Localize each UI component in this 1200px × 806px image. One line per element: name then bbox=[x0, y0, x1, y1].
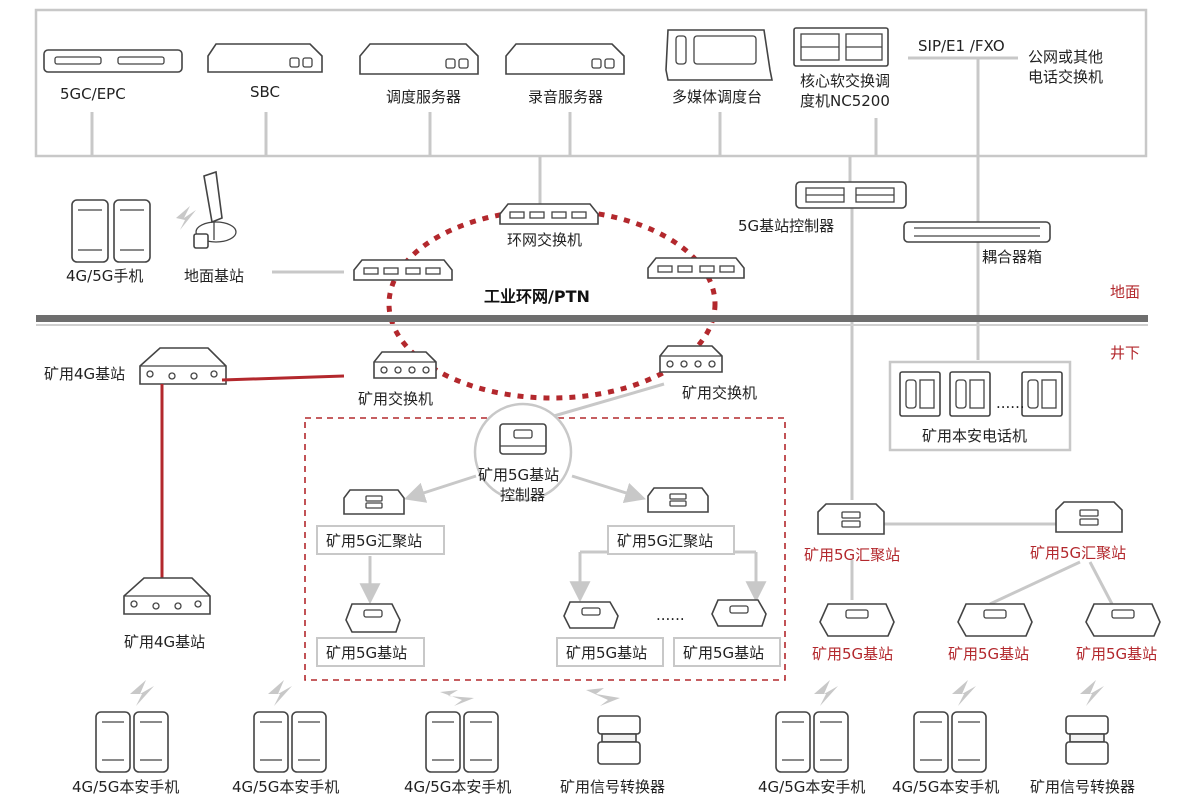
label-safety-phones-5: 4G/5G本安手机 bbox=[892, 778, 999, 796]
label-mine-switch-left: 矿用交换机 bbox=[358, 390, 433, 408]
label-zone-underground: 井下 bbox=[1110, 344, 1140, 362]
signal-converter-1-icon bbox=[597, 715, 641, 765]
mine-5g-hub-left-box bbox=[316, 525, 445, 555]
mine-5g-bs-right2-icon bbox=[957, 603, 1033, 637]
label-multimedia-console: 多媒体调度台 bbox=[672, 88, 762, 106]
label-mine-5g-controller-line1: 矿用5G基站 bbox=[478, 466, 559, 484]
dispatch-server-icon bbox=[359, 43, 479, 75]
mine-5g-system-region bbox=[304, 417, 786, 681]
label-core-switch-line2: 度机NC5200 bbox=[800, 92, 890, 110]
mine-switch-right-icon bbox=[659, 345, 723, 373]
mine-switch-left-icon bbox=[373, 351, 437, 379]
label-5gc-epc: 5GC/EPC bbox=[60, 85, 126, 103]
mine-5g-hub-right1-icon bbox=[817, 503, 885, 535]
safety-phones-2-icon bbox=[253, 711, 327, 773]
safety-phones-1-icon bbox=[95, 711, 169, 773]
ground-phones-icon bbox=[71, 199, 151, 263]
wireless-signal-icon bbox=[176, 206, 196, 230]
label-dispatch-server: 调度服务器 bbox=[386, 88, 461, 106]
ring-switch-left-icon bbox=[353, 259, 453, 281]
label-mine-5g-bs-3: 矿用5G基站 bbox=[683, 644, 764, 662]
multimedia-console-icon bbox=[665, 29, 773, 81]
label-ground-phones: 4G/5G手机 bbox=[66, 267, 143, 285]
mine-5g-bs-3-icon bbox=[711, 599, 767, 627]
link-4g-to-switch bbox=[221, 374, 345, 382]
mine-5g-bs-1-icon bbox=[345, 603, 401, 633]
label-external-line1: 公网或其他 bbox=[1028, 48, 1103, 66]
label-safety-phones-2: 4G/5G本安手机 bbox=[232, 778, 339, 796]
safety-phones-3-icon bbox=[425, 711, 499, 773]
core-panel bbox=[34, 8, 1148, 158]
label-safety-phone-box: 矿用本安电话机 bbox=[922, 427, 1027, 445]
mine-5g-bs-3-box bbox=[673, 637, 781, 667]
label-ellipsis: ...... bbox=[656, 606, 685, 624]
label-mine-5g-bs-right1: 矿用5G基站 bbox=[812, 645, 893, 663]
label-recording-server: 录音服务器 bbox=[528, 88, 603, 106]
label-zone-ground: 地面 bbox=[1110, 283, 1140, 301]
ground-divider-shadow bbox=[36, 324, 1148, 326]
mine-5g-controller-icon bbox=[499, 423, 547, 455]
label-industrial-ring: 工业环网/PTN bbox=[484, 287, 590, 306]
ground-divider bbox=[36, 315, 1148, 322]
label-ring-switch: 环网交换机 bbox=[507, 231, 582, 249]
mine-5g-bs-1-box bbox=[316, 637, 425, 667]
label-mine-5g-bs-right2: 矿用5G基站 bbox=[948, 645, 1029, 663]
core-softswitch-icon bbox=[793, 27, 889, 67]
mine-5g-bs-right1-icon bbox=[819, 603, 895, 637]
label-sip-e1-fxo: SIP/E1 /FXO bbox=[918, 37, 1005, 55]
label-signal-converter-2: 矿用信号转换器 bbox=[1030, 778, 1135, 796]
label-mine-5g-hub-right1: 矿用5G汇聚站 bbox=[804, 546, 900, 564]
label-mine-4g-bs-top: 矿用4G基站 bbox=[44, 365, 125, 383]
label-mine-4g-bs-bottom: 矿用4G基站 bbox=[124, 633, 205, 651]
recording-server-icon bbox=[505, 43, 625, 75]
ring-switch-right-icon bbox=[647, 257, 745, 279]
label-mine-switch-right: 矿用交换机 bbox=[682, 384, 757, 402]
safety-phones-4-icon bbox=[775, 711, 849, 773]
label-safety-phones-3: 4G/5G本安手机 bbox=[404, 778, 511, 796]
bottom-signal-icons bbox=[130, 680, 1104, 706]
label-mine-5g-controller-line2: 控制器 bbox=[500, 486, 545, 504]
mine-5g-bs-2-icon bbox=[563, 601, 619, 629]
label-coupler-box: 耦合器箱 bbox=[982, 248, 1042, 266]
mine-4g-bs-top-icon bbox=[139, 347, 227, 385]
label-signal-converter-1: 矿用信号转换器 bbox=[560, 778, 665, 796]
ring-switch-top-icon bbox=[499, 203, 599, 225]
mine-5g-hub-center-icon bbox=[647, 487, 709, 513]
signal-converter-2-icon bbox=[1065, 715, 1109, 765]
sbc-device-icon bbox=[207, 43, 323, 73]
mine-5g-hub-left-icon bbox=[343, 489, 405, 515]
mine-5g-hub-right2-icon bbox=[1055, 501, 1123, 533]
label-mine-5g-hub-left: 矿用5G汇聚站 bbox=[326, 532, 422, 550]
label-safety-phones-1: 4G/5G本安手机 bbox=[72, 778, 179, 796]
mine-4g-bs-bottom-icon bbox=[123, 577, 211, 615]
mine-5g-bs-2-box bbox=[556, 637, 664, 667]
label-mine-5g-bs-right3: 矿用5G基站 bbox=[1076, 645, 1157, 663]
label-mine-5g-hub-center: 矿用5G汇聚站 bbox=[617, 532, 713, 550]
label-external-line2: 电话交换机 bbox=[1028, 68, 1103, 86]
ground-base-station-icon bbox=[193, 170, 237, 249]
5gc-epc-server-icon bbox=[43, 49, 183, 73]
coupler-box-icon bbox=[903, 221, 1051, 243]
label-phone-ellipsis: ...... bbox=[996, 394, 1025, 412]
label-safety-phones-4: 4G/5G本安手机 bbox=[758, 778, 865, 796]
label-mine-5g-hub-right2: 矿用5G汇聚站 bbox=[1030, 544, 1126, 562]
mine-5g-bs-right3-icon bbox=[1085, 603, 1161, 637]
mine-5g-hub-center-box bbox=[607, 525, 735, 555]
safety-phones-5-icon bbox=[913, 711, 987, 773]
label-sbc: SBC bbox=[250, 83, 280, 101]
5g-bs-controller-icon bbox=[795, 181, 907, 209]
label-5g-bs-controller: 5G基站控制器 bbox=[738, 217, 834, 235]
safety-phone-icons bbox=[899, 371, 1063, 417]
label-mine-5g-bs-2: 矿用5G基站 bbox=[566, 644, 647, 662]
label-ground-base-station: 地面基站 bbox=[184, 267, 244, 285]
label-mine-5g-bs-1: 矿用5G基站 bbox=[326, 644, 407, 662]
label-core-switch-line1: 核心软交换调 bbox=[800, 72, 890, 90]
